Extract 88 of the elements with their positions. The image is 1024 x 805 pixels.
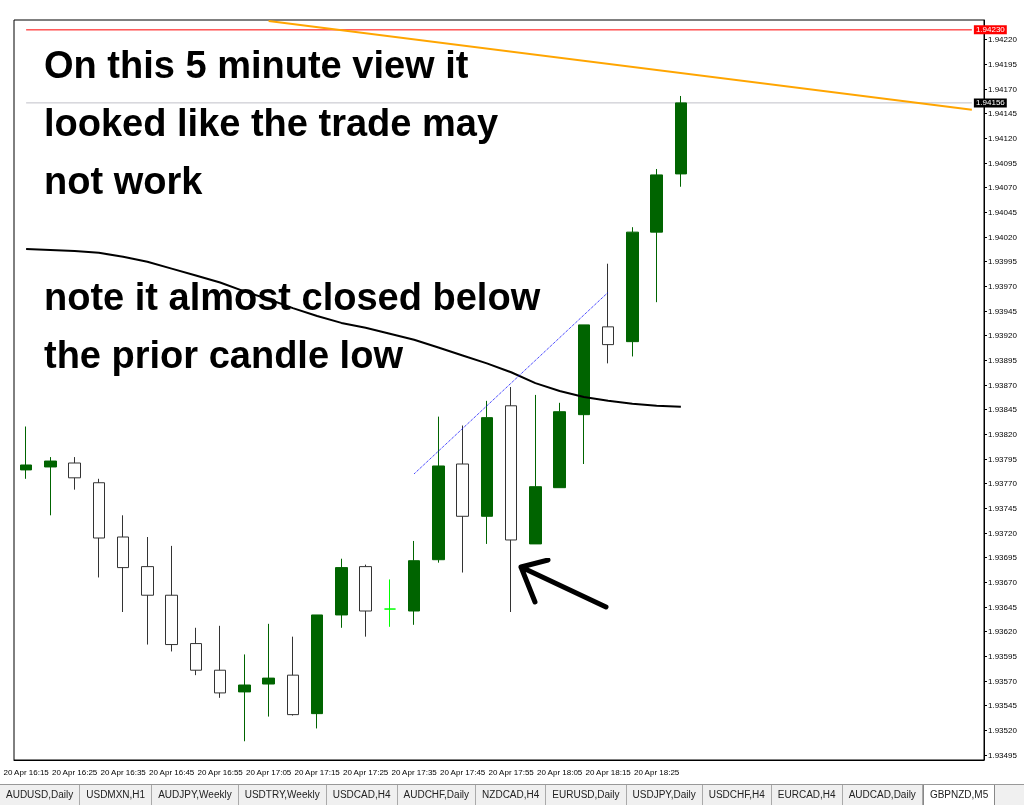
y-tick-label: 1.93720: [988, 528, 1018, 538]
x-tick-label: 20 Apr 16:25: [51, 767, 98, 777]
x-tick-label: 20 Apr 16:55: [197, 767, 244, 777]
candlestick: [432, 416, 445, 564]
y-tick-label: 1.93520: [988, 725, 1018, 735]
y-tick-label: 1.94195: [988, 59, 1018, 69]
candlestick: [262, 623, 275, 718]
candlestick: [93, 478, 105, 578]
y-tick-label: 1.93970: [988, 281, 1018, 291]
y-tick-label: 1.94020: [988, 232, 1018, 242]
x-tick-label: 20 Apr 16:35: [100, 767, 147, 777]
text: USDTRY,Weekly: [238, 785, 327, 805]
y-tick-label: 1.94220: [988, 35, 1018, 45]
text: AUDUSD,Daily: [0, 785, 81, 805]
ref-line-label: 1.94156: [975, 98, 1006, 108]
y-tick-label: 1.93870: [988, 380, 1018, 390]
x-tick-label: 20 Apr 17:05: [245, 767, 292, 777]
candlestick: [602, 263, 614, 364]
candlestick: [529, 394, 542, 545]
candlestick: [20, 426, 32, 480]
text: USDJPY,Daily: [626, 785, 703, 805]
text: AUDCAD,Daily: [842, 785, 923, 805]
x-tick-label: 20 Apr 17:15: [294, 767, 341, 777]
y-tick-label: 1.93545: [988, 701, 1018, 711]
candlestick: [578, 324, 590, 465]
x-tick-label: 20 Apr 17:45: [439, 767, 486, 777]
y-tick-label: 1.93770: [988, 479, 1018, 489]
candlestick: [165, 545, 178, 652]
candlestick: [384, 578, 396, 628]
candlestick: [287, 636, 299, 717]
y-tick-label: 1.93895: [988, 355, 1018, 365]
y-tick-label: 1.93920: [988, 331, 1018, 341]
y-tick-label: 1.94170: [988, 84, 1018, 94]
y-tick-label: 1.93820: [988, 429, 1018, 439]
candlestick: [68, 456, 81, 491]
text: USDCAD,H4: [326, 785, 398, 805]
candlestick: [44, 456, 57, 516]
candlestick: [117, 514, 129, 613]
text: USDCHF,H4: [702, 785, 772, 805]
y-tick-label: 1.93495: [988, 750, 1018, 760]
line-series: [25, 247, 682, 408]
text: NZDCAD,H4: [476, 785, 547, 805]
candlestick: [456, 425, 469, 574]
candlestick: [505, 386, 517, 613]
text: AUDJPY,Weekly: [152, 785, 239, 805]
text: EURUSD,Daily: [546, 785, 627, 805]
x-tick-label: 20 Apr 16:45: [148, 767, 195, 777]
text: EURCAD,H4: [771, 785, 843, 805]
x-tick-label: 20 Apr 17:55: [488, 767, 535, 777]
annotation: On this 5 minute view it looked like the trade may not work: [44, 43, 500, 204]
candlestick: [214, 625, 226, 699]
y-tick-label: 1.94120: [988, 133, 1018, 143]
y-tick-label: 1.93570: [988, 676, 1018, 686]
y-tick-label: 1.93645: [988, 602, 1018, 612]
candlestick: [190, 627, 202, 676]
y-tick-label: 1.94070: [988, 183, 1018, 193]
candlestick: [238, 653, 251, 742]
candlestick: [408, 540, 420, 626]
candlestick: [675, 95, 687, 188]
y-tick-label: 1.93845: [988, 405, 1018, 415]
ref-line-label: 1.94230: [975, 25, 1006, 35]
candlestick: [481, 400, 493, 545]
y-tick-label: 1.94045: [988, 207, 1018, 217]
x-tick-label: 20 Apr 18:25: [633, 767, 680, 777]
y-tick-label: 1.93620: [988, 627, 1018, 637]
x-tick-label: 20 Apr 17:35: [391, 767, 438, 777]
y-tick-label: 1.93795: [988, 454, 1018, 464]
y-tick-label: 1.93995: [988, 257, 1018, 267]
candlestick: [335, 558, 348, 629]
text: USDMXN,H1: [80, 785, 153, 805]
x-tick-label: 20 Apr 16:15: [3, 767, 50, 777]
candlestick: [141, 536, 154, 646]
y-tick-label: 1.93695: [988, 553, 1018, 563]
candlestick: [553, 402, 566, 489]
y-tick-label: 1.93670: [988, 577, 1018, 587]
y-tick-label: 1.93745: [988, 503, 1018, 513]
candlestick: [650, 168, 663, 303]
y-tick-label: 1.93595: [988, 651, 1018, 661]
x-tick-label: 20 Apr 18:15: [585, 767, 632, 777]
x-tick-label: 20 Apr 17:25: [342, 767, 389, 777]
x-tick-label: 20 Apr 18:05: [536, 767, 583, 777]
y-tick-label: 1.94145: [988, 109, 1018, 119]
y-tick-label: 1.93945: [988, 306, 1018, 316]
candlestick: [311, 614, 323, 729]
y-tick-label: 1.94095: [988, 158, 1018, 168]
candlestick: [626, 226, 639, 357]
text: AUDCHF,Daily: [397, 785, 477, 805]
candlestick: [359, 564, 372, 638]
